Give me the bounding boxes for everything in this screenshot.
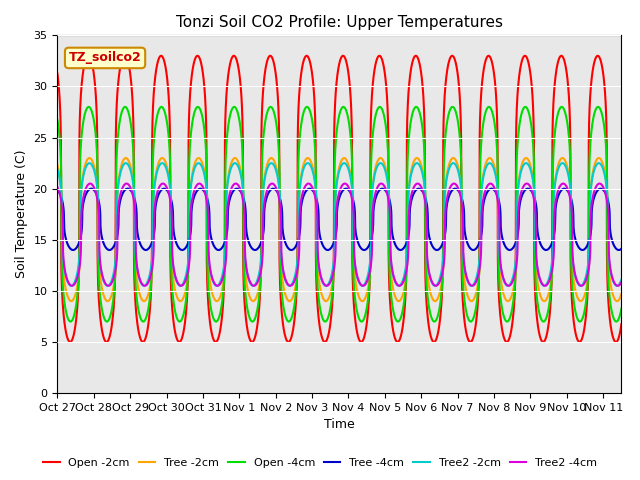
Title: Tonzi Soil CO2 Profile: Upper Temperatures: Tonzi Soil CO2 Profile: Upper Temperatur… [176, 15, 503, 30]
Y-axis label: Soil Temperature (C): Soil Temperature (C) [15, 150, 28, 278]
Text: TZ_soilco2: TZ_soilco2 [68, 51, 141, 64]
Legend: Open -2cm, Tree -2cm, Open -4cm, Tree -4cm, Tree2 -2cm, Tree2 -4cm: Open -2cm, Tree -2cm, Open -4cm, Tree -4… [38, 453, 602, 472]
X-axis label: Time: Time [324, 419, 355, 432]
